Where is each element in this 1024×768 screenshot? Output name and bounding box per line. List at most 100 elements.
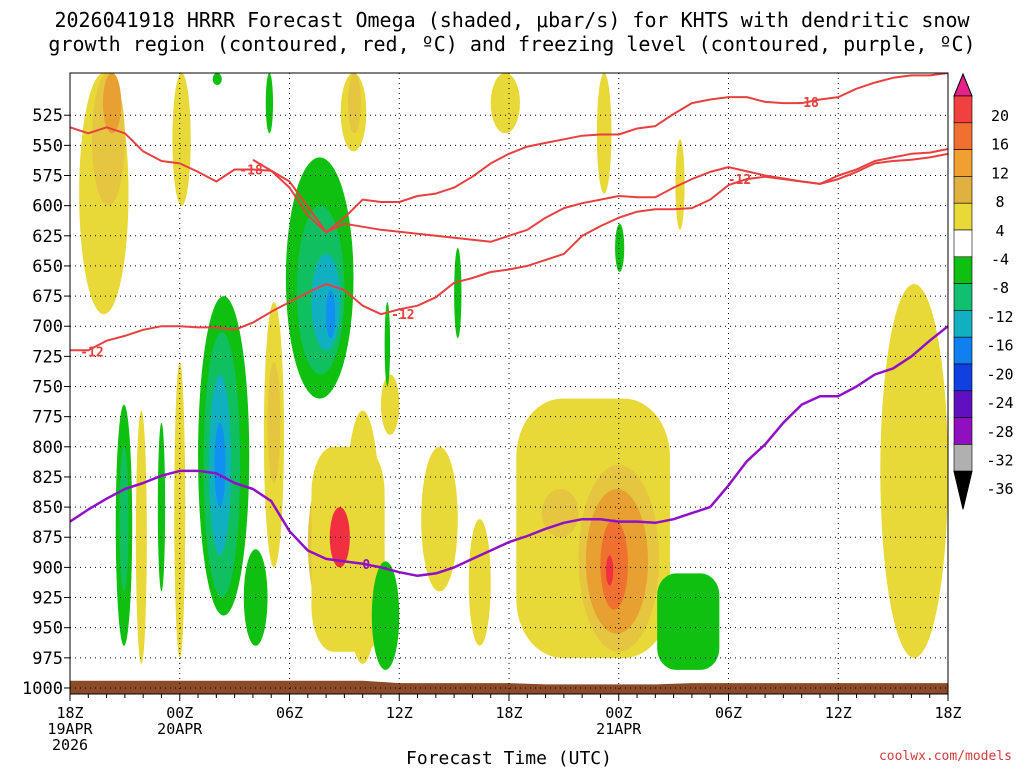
omega-region-2: [102, 73, 122, 134]
x-tick-label-18-0: 12Z: [386, 704, 413, 722]
omega-region-8: [490, 73, 520, 134]
omega-region-35: [371, 561, 400, 670]
omega-region-36: [421, 446, 458, 592]
colorbar-swatch-6: [953, 256, 973, 284]
colorbar-label-2: 12: [991, 164, 1009, 182]
x-tick-label-12-0: 06Z: [276, 704, 303, 722]
omega-region-34: [384, 302, 391, 387]
colorbar-label-13: -36: [986, 480, 1013, 498]
credit-text: coolwx.com/models: [878, 749, 1012, 764]
omega-region-43: [600, 519, 628, 610]
y-tick-label-575: 575: [32, 166, 63, 186]
colorbar-label-8: -16: [986, 337, 1013, 355]
colorbar-swatch-8: [953, 310, 973, 338]
title-line-1: 2026041918 HRRR Forecast Omega (shaded, …: [54, 8, 970, 32]
y-tick-label-775: 775: [32, 408, 63, 428]
omega-region-7: [348, 73, 361, 134]
chart-title: 2026041918 HRRR Forecast Omega (shaded, …: [0, 8, 1024, 56]
colorbar-top-arrow: [953, 72, 973, 97]
x-tick-label-30-1: 21APR: [596, 720, 642, 738]
omega-shading: [79, 73, 948, 670]
colorbar-swatch-5: [953, 229, 973, 258]
y-tick-label-725: 725: [32, 347, 63, 367]
y-tick-label-975: 975: [32, 649, 63, 669]
omega-region-30: [157, 422, 166, 592]
colorbar-swatch-9: [953, 336, 973, 365]
colorbar-label-6: -8: [991, 279, 1009, 297]
y-tick-label-950: 950: [32, 619, 63, 639]
colorbar-label-4: 4: [995, 222, 1004, 240]
colorbar-swatch-11: [953, 390, 973, 418]
label-freezing: 0: [362, 558, 370, 573]
omega-region-47: [880, 284, 948, 658]
omega-region-14: [326, 290, 336, 339]
colorbar-swatch-3: [953, 176, 973, 204]
contour-freezing: [70, 325, 948, 578]
label-minus12-b: -12: [391, 308, 414, 323]
y-tick-label-750: 750: [32, 378, 63, 398]
colorbar-label-11: -28: [986, 423, 1013, 441]
y-tick-label-700: 700: [32, 317, 63, 337]
omega-region-26: [267, 362, 281, 483]
colorbar-label-10: -24: [986, 394, 1013, 412]
y-tick-label-550: 550: [32, 136, 63, 156]
x-tick-label-48-0: 18Z: [934, 704, 961, 722]
colorbar-bottom-arrow: [953, 470, 973, 510]
contour-lines: [70, 73, 948, 578]
y-tick-label-925: 925: [32, 589, 63, 609]
y-tick-label-525: 525: [32, 106, 63, 126]
x-tick-label-24-0: 18Z: [495, 704, 522, 722]
ground-fill: [70, 680, 948, 694]
y-tick-label-800: 800: [32, 438, 63, 458]
omega-region-28: [119, 446, 129, 592]
colorbar-swatch-2: [953, 149, 973, 177]
colorbar-swatch-7: [953, 283, 973, 311]
colorbar-label-3: 8: [995, 193, 1004, 211]
omega-region-40: [541, 489, 579, 538]
contour-minus18: [70, 73, 948, 234]
label-minus12-c: -12: [728, 173, 751, 188]
label-minus18-a: -18: [239, 163, 263, 178]
omega-region-37: [454, 247, 462, 339]
omega-region-33: [380, 374, 400, 435]
x-tick-label-30-0: 00Z: [605, 704, 632, 722]
colorbar: 20 16 12 8 4 -4 -8 -12 -16 -20 -24 -28 -32 -36: [953, 72, 1014, 510]
y-tick-label-850: 850: [32, 498, 63, 518]
y-tick-label-875: 875: [32, 528, 63, 548]
colorbar-label-1: 16: [991, 136, 1009, 154]
colorbar-label-5: -4: [991, 251, 1009, 269]
y-tick-label-600: 600: [32, 197, 63, 217]
label-minus12-a: -12: [80, 346, 103, 361]
colorbar-label-7: -12: [986, 308, 1013, 326]
omega-region-24: [214, 422, 226, 508]
y-tick-label-1000: 1000: [22, 679, 63, 699]
title-line-2: growth region (contoured, red, ºC) and f…: [48, 32, 976, 56]
omega-region-4: [212, 73, 222, 86]
omega-region-5: [265, 73, 274, 134]
colorbar-swatch-10: [953, 363, 973, 392]
y-tick-label-675: 675: [32, 287, 63, 307]
colorbar-swatch-12: [953, 417, 973, 445]
y-tick-label-625: 625: [32, 227, 63, 247]
x-axis-label: Forecast Time (UTC): [406, 748, 612, 768]
colorbar-label-12: -32: [986, 451, 1013, 469]
colorbar-label-0: 20: [991, 107, 1009, 125]
colorbar-swatch-13: [953, 444, 973, 472]
colorbar-swatch-4: [953, 202, 973, 231]
omega-region-20: [329, 507, 350, 568]
colorbar-swatch-0: [953, 95, 973, 124]
contour-labels: -18 -18 -12 -12 -12 0: [80, 96, 819, 573]
x-tick-label-0-0: 18Z: [56, 704, 83, 722]
colorbar-label-9: -20: [986, 365, 1013, 383]
omega-region-13: [311, 253, 341, 351]
y-tick-label-900: 900: [32, 558, 63, 578]
colorbar-swatch-1: [953, 122, 973, 150]
x-tick-label-6-0: 00Z: [166, 704, 193, 722]
contour-minus12-upper: [252, 148, 948, 243]
omega-region-3: [172, 73, 191, 206]
omega-region-44: [605, 555, 614, 586]
y-tick-label-650: 650: [32, 257, 63, 277]
x-tick-label-0-1: 19APR: [47, 720, 93, 738]
